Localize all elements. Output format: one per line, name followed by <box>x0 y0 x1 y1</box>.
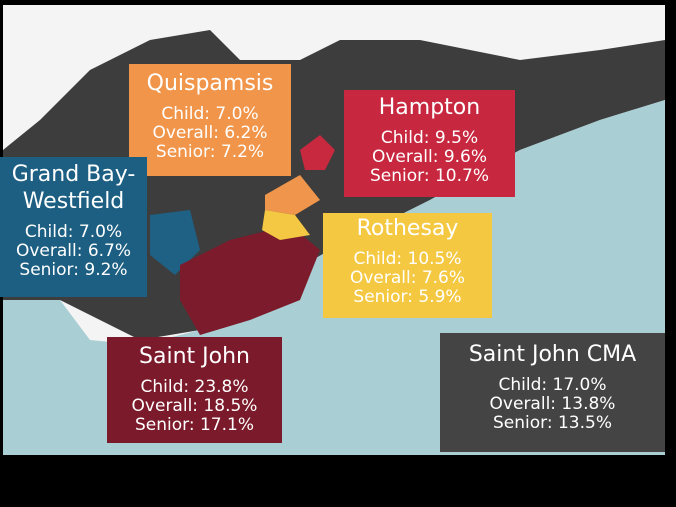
region-stat: Senior: 17.1% <box>135 415 254 435</box>
region-stat: Senior: 13.5% <box>493 413 612 433</box>
region-stat: Overall: 7.6% <box>349 268 466 288</box>
region-stat: Child: 17.0% <box>498 375 607 395</box>
region-stat: Child: 7.0% <box>24 222 123 242</box>
saint-john-area <box>180 225 320 335</box>
region-stat: Child: 23.8% <box>140 377 249 397</box>
region-box: Quispamsis Child: 7.0% Overall: 6.2% Senior… <box>129 64 291 176</box>
region-stat: Child: 10.5% <box>353 249 462 269</box>
region-name: Saint John <box>139 344 250 369</box>
region-stat: Overall: 13.8% <box>489 394 616 414</box>
region-box: Saint John Child: 23.8% Overall: 18.5% Seni… <box>107 337 282 443</box>
region-name: Quispamsis <box>146 71 274 96</box>
region-stat: Senior: 5.9% <box>353 287 462 307</box>
region-stat: Child: 9.5% <box>380 128 479 148</box>
region-stat: Senior: 10.7% <box>370 166 489 186</box>
region-stat: Child: 7.0% <box>161 104 259 124</box>
region-stat: Senior: 7.2% <box>155 142 265 162</box>
region-name: Westfield <box>22 189 125 214</box>
rothesay-area <box>262 210 310 240</box>
region-stat: Overall: 6.7% <box>15 241 132 261</box>
region-stat: Overall: 6.2% <box>152 123 268 143</box>
grand-bay-area <box>150 210 200 275</box>
region-box: Hampton Child: 9.5% Overall: 9.6% Senior: 1… <box>344 90 515 197</box>
region-name: Rothesay <box>356 216 459 241</box>
region-stat: Senior: 9.2% <box>19 260 128 280</box>
region-box: Saint John CMA Child: 17.0% Overall: 13.8%… <box>440 333 665 452</box>
region-stat: Overall: 9.6% <box>371 147 488 167</box>
region-name: Hampton <box>378 95 481 120</box>
region-box: Rothesay Child: 10.5% Overall: 7.6% Senior:… <box>323 213 492 318</box>
region-name: Grand Bay- <box>11 162 136 187</box>
quispamsis-area <box>265 175 320 215</box>
region-stat: Overall: 18.5% <box>131 396 258 416</box>
region-box: Grand Bay- Westfield Child: 7.0% Overall: 6… <box>0 157 147 297</box>
region-name: Saint John CMA <box>468 342 637 367</box>
hampton-area <box>300 135 335 170</box>
